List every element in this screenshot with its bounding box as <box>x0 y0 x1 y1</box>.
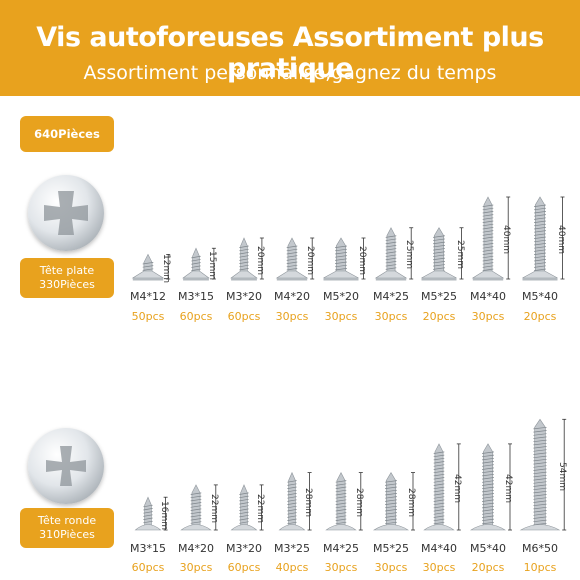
phillips-cross-icon <box>46 446 86 486</box>
quantity-label: 40pcs <box>275 561 309 574</box>
length-label: 54mm <box>557 461 568 491</box>
quantity-label: 60pcs <box>227 310 261 323</box>
size-label: M3*20 <box>226 290 262 303</box>
size-label: M5*40 <box>522 290 558 303</box>
length-label: 42mm <box>451 473 462 503</box>
size-label: M3*15 <box>130 542 166 555</box>
quantity-label: 30pcs <box>422 561 456 574</box>
quantity-label: 50pcs <box>131 310 165 323</box>
page-subtitle: Assortiment personnalisé,gagnez du temps <box>83 62 497 84</box>
total-count-badge: 640Pièces <box>20 116 114 152</box>
quantity-label: 20pcs <box>523 310 557 323</box>
header-banner: Vis autoforeuses Assortiment plus pratiq… <box>0 0 580 96</box>
round_head-screw-m4x20 <box>180 484 212 531</box>
flat-head-screw-photo <box>28 175 104 251</box>
flat-head-label: Tête plate <box>39 264 95 277</box>
flat_head-screw-m4x25 <box>374 227 408 281</box>
flat_head-screw-m4x20 <box>275 237 309 281</box>
flat-head-badge: Tête plate 330Pièces <box>20 258 114 298</box>
size-label: M5*25 <box>421 290 457 303</box>
size-label: M4*12 <box>130 290 166 303</box>
quantity-label: 60pcs <box>131 561 165 574</box>
quantity-label: 20pcs <box>422 310 456 323</box>
length-label: 25mm <box>454 240 465 270</box>
length-label: 20mm <box>356 245 367 275</box>
size-label: M4*40 <box>470 290 506 303</box>
quantity-label: 10pcs <box>523 561 557 574</box>
size-label: M6*50 <box>522 542 558 555</box>
size-label: M4*25 <box>373 290 409 303</box>
quantity-label: 30pcs <box>275 310 309 323</box>
length-label: 15mm <box>206 250 217 280</box>
round_head-screw-m3x15 <box>134 496 162 531</box>
length-label: 22mm <box>208 494 219 524</box>
length-label: 20mm <box>305 245 316 275</box>
quantity-label: 30pcs <box>374 310 408 323</box>
length-label: 28mm <box>353 488 364 518</box>
length-label: 40mm <box>501 225 512 254</box>
size-label: M4*20 <box>178 542 214 555</box>
flat_head-screw-m3x15 <box>182 247 210 281</box>
round_head-screw-m5x25 <box>372 472 410 531</box>
length-label: 42mm <box>503 473 513 503</box>
length-label: 40mm <box>555 225 566 254</box>
quantity-label: 30pcs <box>324 561 358 574</box>
round_head-screw-m3x25 <box>278 471 306 531</box>
size-label: M3*25 <box>274 542 310 555</box>
size-label: M4*20 <box>274 290 310 303</box>
quantity-label: 30pcs <box>471 310 505 323</box>
size-label: M5*25 <box>373 542 409 555</box>
length-label: 28mm <box>302 488 313 518</box>
round-head-screw-photo <box>28 428 104 504</box>
round_head-screw-m6x50 <box>519 418 561 531</box>
flat_head-screw-m5x20 <box>323 237 359 281</box>
size-label: M4*40 <box>421 542 457 555</box>
quantity-label: 20pcs <box>471 561 505 574</box>
length-label: 12mm <box>161 253 172 283</box>
flat_head-screw-m4x40 <box>471 196 505 281</box>
round-head-label: Tête ronde <box>37 514 97 527</box>
quantity-label: 60pcs <box>227 561 261 574</box>
size-label: M3*20 <box>226 542 262 555</box>
size-label: M5*20 <box>323 290 359 303</box>
size-label: M3*15 <box>178 290 214 303</box>
flat_head-screw-m5x40 <box>522 196 558 281</box>
phillips-cross-icon <box>44 191 88 235</box>
page-title: Vis autoforeuses Assortiment plus pratiq… <box>36 22 544 84</box>
round_head-screw-m4x25 <box>325 471 357 531</box>
length-label: 28mm <box>406 488 416 518</box>
length-label: 25mm <box>404 240 415 270</box>
length-label: 16mm <box>158 500 169 530</box>
length-label: 22mm <box>254 494 265 524</box>
size-label: M5*40 <box>470 542 506 555</box>
round_head-screw-m4x40 <box>423 443 455 531</box>
quantity-label: 30pcs <box>324 310 358 323</box>
length-label: 20mm <box>254 245 265 275</box>
quantity-label: 60pcs <box>179 310 213 323</box>
round_head-screw-m5x40 <box>469 443 507 531</box>
flat-head-count: 330Pièces <box>39 278 95 291</box>
flat_head-screw-m3x20 <box>230 237 258 281</box>
quantity-label: 30pcs <box>179 561 213 574</box>
size-label: M4*25 <box>323 542 359 555</box>
flat_head-screw-m4x12 <box>131 253 165 281</box>
flat_head-screw-m5x25 <box>421 227 457 281</box>
round-head-count: 310Pièces <box>39 528 95 541</box>
round_head-screw-m3x20 <box>230 484 258 531</box>
quantity-label: 30pcs <box>374 561 408 574</box>
round-head-badge: Tête ronde 310Pièces <box>20 508 114 548</box>
